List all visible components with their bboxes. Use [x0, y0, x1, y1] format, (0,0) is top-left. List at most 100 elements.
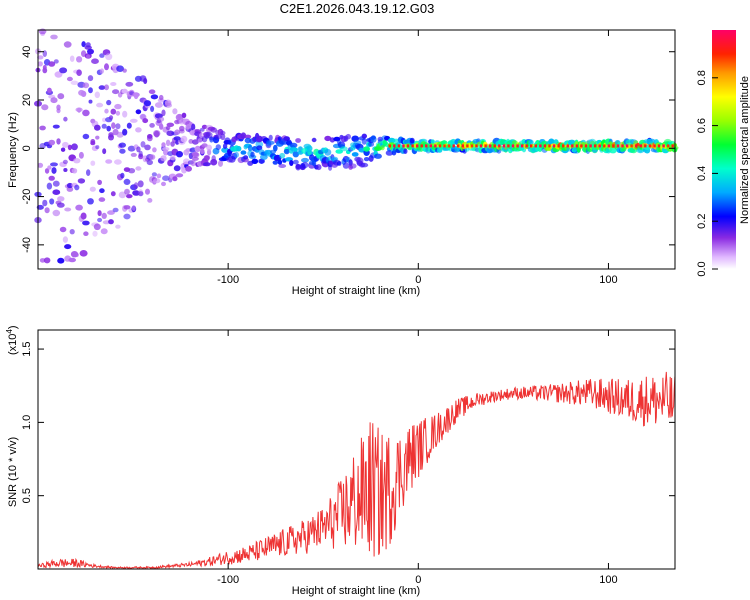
heatmap-cell — [161, 109, 166, 117]
heatmap-cell — [52, 124, 60, 129]
heatmap-cell — [39, 125, 46, 131]
heatmap-cell — [118, 191, 127, 199]
heatmap-cell — [214, 134, 222, 140]
heatmap-ridge-cell — [557, 144, 560, 148]
heatmap-ridge-cell — [607, 144, 610, 148]
spectrogram-x-label: Height of straight line (km) — [292, 285, 420, 297]
heatmap-cell — [204, 155, 210, 161]
heatmap-cell — [162, 147, 170, 151]
heatmap-cell — [148, 89, 156, 94]
heatmap-cell — [62, 159, 68, 165]
heatmap-cell — [108, 219, 114, 225]
heatmap-cell — [121, 88, 128, 94]
heatmap-cell — [62, 236, 68, 243]
heatmap-ridge-cell — [584, 144, 588, 148]
spectrogram-y-ticks: -40 -20 0 20 40 — [21, 46, 675, 253]
heatmap-cell — [175, 113, 184, 121]
heatmap-ridge-cell — [593, 144, 597, 148]
heatmap-ridge-cell — [548, 144, 551, 148]
heatmap-cell — [105, 159, 113, 164]
heatmap-cell — [80, 212, 87, 220]
heatmap-cell — [46, 182, 53, 190]
heatmap-cell — [124, 188, 130, 195]
heatmap-cell — [119, 148, 126, 154]
y-tick-label: -20 — [21, 189, 33, 205]
heatmap-cell — [53, 59, 59, 64]
heatmap-cell — [123, 178, 131, 185]
heatmap-ridge-cell — [516, 144, 519, 148]
heatmap-ridge-cell — [671, 144, 674, 148]
heatmap-cell — [66, 186, 74, 192]
heatmap-cell — [67, 144, 72, 151]
heatmap-cell — [136, 146, 141, 153]
heatmap-cell — [150, 105, 155, 112]
heatmap-ridge-cell — [484, 144, 487, 148]
heatmap-cell — [68, 257, 76, 263]
heatmap-cell — [59, 67, 68, 74]
heatmap-ridge-cell — [479, 144, 483, 148]
heatmap-cell — [295, 138, 301, 143]
heatmap-ridge-cell — [552, 144, 556, 148]
y-tick-label: 1.0 — [21, 415, 33, 430]
heatmap-cell — [185, 165, 193, 172]
heatmap-cell — [147, 134, 153, 139]
heatmap-cell — [50, 34, 58, 40]
heatmap-cell — [380, 144, 385, 151]
heatmap-cell — [349, 163, 357, 169]
heatmap-cell — [95, 135, 100, 140]
heatmap-cell — [64, 244, 72, 250]
heatmap-ridge-cell — [498, 144, 501, 148]
heatmap-cell — [143, 100, 152, 107]
heatmap-cell — [52, 209, 61, 217]
heatmap-ridge-cell — [566, 144, 569, 148]
heatmap-cell — [191, 152, 200, 158]
y-tick-label: 40 — [21, 46, 33, 58]
heatmap-cell — [108, 134, 114, 141]
heatmap-ridge-cell — [539, 144, 542, 148]
heatmap-cell — [56, 138, 61, 145]
heatmap-cell — [125, 81, 134, 87]
heatmap-cell — [114, 159, 122, 165]
heatmap-cell — [361, 133, 367, 139]
heatmap-cell — [88, 87, 93, 94]
heatmap-cell — [403, 148, 408, 154]
heatmap-cell — [247, 144, 253, 152]
heatmap-cell — [145, 188, 150, 195]
snr-multiplier-base: (x10 — [7, 334, 19, 355]
heatmap-ridge-cell — [530, 144, 533, 148]
snr-x-label: Height of straight line (km) — [292, 585, 420, 597]
heatmap-cell — [200, 148, 205, 155]
heatmap-ridge-cell — [447, 144, 451, 148]
heatmap-cell — [87, 75, 94, 82]
heatmap-cell — [215, 144, 221, 151]
heatmap-cell — [181, 112, 187, 119]
heatmap-cell — [272, 160, 278, 165]
heatmap-cell — [51, 167, 57, 174]
heatmap-cell — [156, 173, 162, 179]
heatmap-cell — [154, 102, 163, 108]
heatmap-cell — [59, 226, 67, 233]
heatmap-cell — [57, 196, 65, 202]
snr-panel: -100 0 100 0.5 1.0 1.5 Height of straight li… — [5, 325, 676, 597]
heatmap-cell — [88, 99, 93, 104]
heatmap-cell — [122, 68, 127, 73]
heatmap-cell — [97, 210, 102, 217]
heatmap-cell — [71, 143, 78, 151]
heatmap-ridge-cell — [644, 144, 647, 148]
heatmap-cell — [129, 118, 138, 123]
heatmap-ridge-cell — [470, 144, 474, 148]
heatmap-ridge-cell — [502, 144, 506, 148]
heatmap-cell — [50, 97, 58, 104]
y-tick-label: 20 — [21, 94, 33, 106]
heatmap-cell — [47, 165, 52, 170]
heatmap-cell — [87, 198, 94, 205]
heatmap-cell — [175, 140, 180, 145]
heatmap-cell — [351, 152, 359, 157]
heatmap-cell — [100, 228, 108, 235]
heatmap-cell — [90, 139, 96, 144]
heatmap-cell — [175, 173, 184, 178]
heatmap-ridge-cell — [429, 144, 432, 148]
y-tick-label: 1.5 — [21, 341, 33, 356]
heatmap-ridge-cell — [525, 144, 528, 148]
heatmap-cell — [148, 154, 156, 160]
